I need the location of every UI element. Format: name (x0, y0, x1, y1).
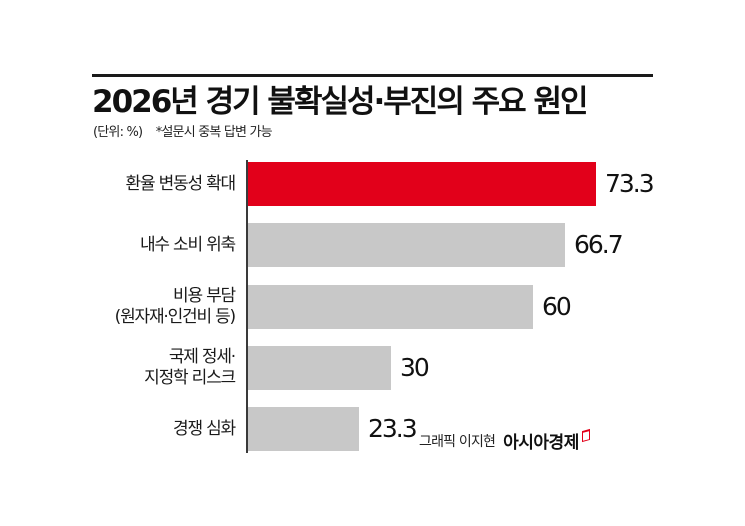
bar (248, 407, 359, 451)
chart-subtitle: (단위: %) *설문시 중복 답변 가능 (93, 124, 273, 142)
y-axis-line (246, 160, 248, 453)
brand-logo: 아시아경제 (503, 433, 579, 453)
category-label-line: 환율 변동성 확대 (125, 173, 237, 194)
category-label-line: (원자재·인건비 등) (114, 307, 237, 327)
value-label: 66.7 (574, 230, 624, 259)
category-label: 환율 변동성 확대 (125, 162, 237, 206)
category-label-line: 국제 정세· (168, 347, 236, 367)
bar (248, 346, 391, 390)
bar-row: 경쟁 심화 23.3 (0, 407, 745, 451)
value-label: 60 (542, 292, 572, 321)
category-label-line: 경쟁 심화 (173, 418, 236, 439)
bar-row: 비용 부담 (원자재·인건비 등) 60 (0, 285, 745, 329)
category-label-line: 지정학 리스크 (144, 368, 236, 388)
value-label: 30 (400, 353, 430, 382)
value-label: 23.3 (368, 414, 418, 443)
category-label: 국제 정세· 지정학 리스크 (144, 346, 236, 390)
bar-row: 국제 정세· 지정학 리스크 30 (0, 346, 745, 390)
category-label: 비용 부담 (원자재·인건비 등) (114, 285, 237, 329)
bar-row: 환율 변동성 확대 73.3 (0, 162, 745, 206)
category-label-line: 내수 소비 위축 (139, 234, 236, 255)
bar-highlighted (248, 162, 596, 206)
category-label-line: 비용 부담 (173, 286, 236, 306)
bar (248, 285, 533, 329)
category-label: 경쟁 심화 (173, 407, 236, 451)
chart-title: 2026년 경기 불확실성·부진의 주요 원인 (92, 84, 589, 120)
credit: 그래픽 이지현 아시아경제 (419, 428, 590, 453)
graphic-author: 그래픽 이지현 (419, 433, 496, 450)
survey-note: *설문시 중복 답변 가능 (155, 125, 273, 140)
category-label: 내수 소비 위축 (139, 223, 236, 267)
bar (248, 223, 565, 267)
top-rule (92, 74, 653, 77)
unit-label: (단위: %) (93, 125, 143, 140)
brand-mark-icon (581, 428, 590, 443)
value-label: 73.3 (605, 169, 655, 198)
bar-row: 내수 소비 위축 66.7 (0, 223, 745, 267)
